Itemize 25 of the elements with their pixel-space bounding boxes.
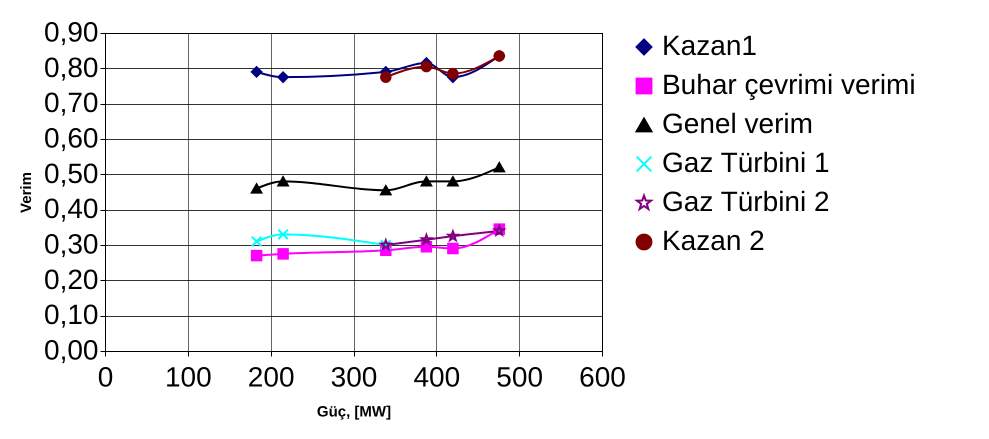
x-tick-label: 400 bbox=[413, 362, 460, 392]
x-tick-label: 0 bbox=[98, 362, 114, 392]
x-tick-label: 100 bbox=[164, 362, 212, 392]
x-axis-title: Güç, [MW] bbox=[316, 404, 392, 420]
x-tick-label: 200 bbox=[248, 362, 295, 392]
x-tick-label: 300 bbox=[330, 362, 378, 392]
y-tick-label: 0,80 bbox=[44, 52, 98, 83]
y-tick-label: 0,90 bbox=[44, 16, 98, 48]
y-tick-label: 0,60 bbox=[44, 122, 98, 154]
y-tick-label: 0,40 bbox=[44, 193, 98, 224]
y-tick-label: 0,50 bbox=[44, 158, 98, 189]
x-tick-label: 500 bbox=[496, 362, 544, 392]
y-tick-label: 0,00 bbox=[44, 334, 98, 366]
y-tick-label: 0,70 bbox=[44, 87, 98, 118]
legend-label: Kazan1 bbox=[662, 30, 757, 61]
y-tick-label: 0,20 bbox=[44, 264, 98, 295]
y-axis-title: Verim bbox=[18, 172, 36, 213]
legend-label: Gaz Türbini 2 bbox=[662, 186, 830, 217]
x-tick-label: 600 bbox=[579, 362, 626, 392]
legend-label: Genel verim bbox=[662, 108, 813, 139]
legend-label: Buhar çevrimi verimi bbox=[662, 69, 916, 100]
legend-label: Kazan 2 bbox=[662, 225, 765, 256]
y-tick-label: 0,10 bbox=[44, 299, 98, 330]
legend-label: Gaz Türbini 1 bbox=[662, 147, 830, 178]
y-tick-label: 0,30 bbox=[44, 228, 98, 260]
